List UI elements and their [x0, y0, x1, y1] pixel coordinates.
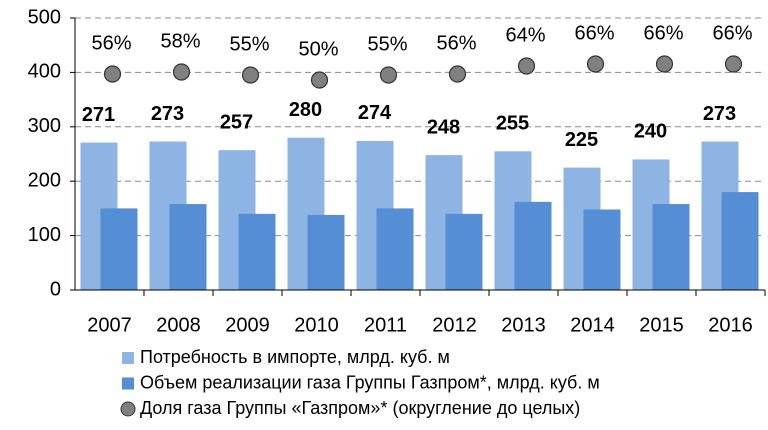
value-label: 66%	[643, 22, 683, 44]
value-label: 56%	[436, 32, 476, 54]
value-label: 280	[289, 99, 322, 121]
legend-label: Потребность в импорте, млрд. куб. м	[140, 347, 450, 367]
share-dot	[517, 57, 536, 75]
share-dot	[724, 55, 743, 73]
bar	[307, 214, 345, 290]
share-dot	[310, 71, 329, 89]
value-label: 257	[220, 111, 253, 133]
bar	[652, 204, 690, 290]
value-label: 55%	[229, 33, 269, 55]
x-tick-label: 2010	[294, 314, 339, 336]
y-tick-label: 400	[28, 61, 61, 83]
value-label: 273	[151, 103, 184, 125]
value-label: 50%	[298, 38, 338, 60]
share-dot	[655, 55, 674, 73]
value-label: 56%	[91, 32, 131, 54]
x-tick-label: 2009	[225, 314, 270, 336]
value-label: 64%	[505, 24, 545, 46]
bar	[445, 213, 483, 290]
value-label: 273	[703, 103, 736, 125]
y-tick-label: 200	[28, 169, 61, 191]
legend-marker	[120, 401, 136, 417]
x-tick-label: 2015	[639, 314, 684, 336]
value-label: 225	[565, 129, 598, 151]
value-label: 55%	[367, 33, 407, 55]
share-dot	[172, 63, 191, 81]
share-dot	[241, 66, 260, 84]
x-tick-label: 2013	[501, 314, 546, 336]
x-tick-label: 2016	[708, 314, 753, 336]
value-label: 274	[358, 102, 392, 124]
value-label: 248	[427, 116, 460, 138]
value-label: 66%	[574, 22, 614, 44]
bar	[169, 204, 207, 290]
x-tick-label: 2014	[570, 314, 615, 336]
legend-label: Объем реализации газа Группы Газпром*, м…	[140, 372, 600, 392]
legend-marker	[122, 352, 134, 364]
legend-label: Доля газа Группы «Газпром»* (округление …	[140, 398, 580, 418]
x-tick-label: 2007	[87, 314, 132, 336]
value-label: 271	[82, 104, 115, 126]
share-dot	[379, 66, 398, 84]
value-label: 58%	[160, 30, 200, 52]
y-tick-label: 100	[28, 224, 61, 246]
x-tick-label: 2011	[364, 314, 407, 336]
bar	[376, 208, 414, 290]
value-label: 66%	[712, 22, 752, 44]
y-tick-label: 500	[28, 6, 61, 28]
share-dot	[448, 65, 467, 83]
value-label: 240	[634, 121, 667, 143]
y-tick-label: 300	[28, 115, 61, 137]
x-tick-label: 2008	[156, 314, 201, 336]
bar	[721, 192, 759, 290]
bar	[583, 209, 621, 290]
bar	[238, 213, 276, 290]
bar	[100, 208, 138, 290]
share-dot	[103, 65, 122, 83]
bar	[514, 201, 552, 290]
legend-marker	[122, 377, 134, 390]
x-tick-label: 2012	[432, 314, 477, 336]
share-dot	[586, 55, 605, 73]
value-label: 255	[496, 113, 529, 135]
y-tick-label: 0	[50, 278, 61, 300]
